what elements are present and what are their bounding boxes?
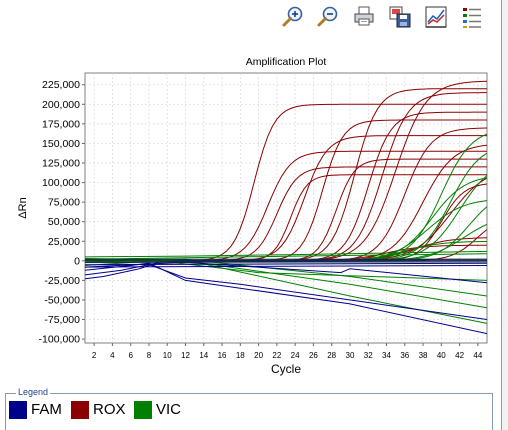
x-tick-label: 26 xyxy=(309,351,318,360)
legend-swatch-fam xyxy=(9,401,27,419)
print-button[interactable] xyxy=(351,4,377,30)
y-tick-label: 100,000 xyxy=(42,177,80,189)
series-line-fam-35 xyxy=(85,265,487,268)
series-line-fam-38 xyxy=(85,262,487,335)
series-group xyxy=(85,80,487,335)
legend-caption: Legend xyxy=(16,387,51,397)
legend-label-rox: ROX xyxy=(93,401,126,418)
y-tick-label: 75,000 xyxy=(48,197,80,209)
chart-title: Amplification Plot xyxy=(246,56,327,68)
y-tick-label: 225,000 xyxy=(42,79,80,91)
y-tick-label: 150,000 xyxy=(42,138,80,150)
y-tick-label: 50,000 xyxy=(48,216,80,228)
line-chart-icon xyxy=(425,6,447,28)
x-tick-label: 8 xyxy=(147,351,152,360)
y-tick-label: 200,000 xyxy=(42,99,80,111)
series-line-vic-26 xyxy=(85,250,487,258)
legend-swatch-rox xyxy=(71,401,89,419)
plot-toolbar xyxy=(276,4,496,30)
y-tick-label: -75,000 xyxy=(44,314,80,326)
x-tick-label: 32 xyxy=(364,351,373,360)
x-tick-label: 2 xyxy=(92,351,97,360)
amplification-chart: Amplification Plot -100,000 -75,000 -50,000… xyxy=(17,56,488,376)
x-tick-label: 34 xyxy=(382,351,391,360)
legend-list-icon xyxy=(463,8,481,28)
x-tick-label: 36 xyxy=(400,351,409,360)
y-tick-label: -50,000 xyxy=(44,294,80,306)
legend-label-fam: FAM xyxy=(31,401,62,418)
zoom-out-button[interactable] xyxy=(315,4,341,30)
x-tick-label: 4 xyxy=(110,351,115,360)
x-tick-label: 40 xyxy=(437,351,446,360)
x-tick-label: 10 xyxy=(163,351,172,360)
y-tick-label: 125,000 xyxy=(42,158,80,170)
x-tick-label: 42 xyxy=(455,351,464,360)
series-line-fam-39 xyxy=(85,261,487,284)
show-legend-button[interactable] xyxy=(459,4,485,30)
legend-label-vic: VIC xyxy=(156,401,182,418)
y-tick-label: 175,000 xyxy=(42,118,80,130)
x-axis-label: Cycle xyxy=(271,362,301,376)
x-tick-label: 14 xyxy=(199,351,208,360)
legend-swatch-vic xyxy=(134,401,152,419)
x-tick-label: 30 xyxy=(346,351,355,360)
x-tick-label: 6 xyxy=(128,351,133,360)
plot-area xyxy=(84,72,488,344)
y-tick-label: 25,000 xyxy=(48,236,80,248)
x-tick-label: 20 xyxy=(254,351,263,360)
y-tick-label: -25,000 xyxy=(44,275,80,287)
x-tick-label: 38 xyxy=(419,351,428,360)
x-tick-label: 12 xyxy=(181,351,190,360)
x-tick-label: 28 xyxy=(327,351,336,360)
x-tick-label: 44 xyxy=(473,351,482,360)
zoom-in-button[interactable] xyxy=(280,4,306,30)
plot-settings-button[interactable] xyxy=(423,4,449,30)
x-tick-label: 24 xyxy=(291,351,300,360)
save-image-icon xyxy=(389,6,411,28)
legend-panel: Legend FAM ROX VIC xyxy=(5,387,493,430)
y-axis-label: ΔRn xyxy=(17,197,29,218)
baseline-band xyxy=(85,258,487,264)
printer-icon xyxy=(354,6,374,26)
save-image-button[interactable] xyxy=(387,4,413,30)
zoom-in-icon xyxy=(282,6,303,27)
y-tick-label: -100,000 xyxy=(39,334,81,346)
window-edge xyxy=(501,0,508,430)
x-tick-label: 18 xyxy=(236,351,245,360)
x-tick-label: 16 xyxy=(218,351,227,360)
x-tick-label: 22 xyxy=(272,351,281,360)
zoom-out-icon xyxy=(317,6,338,27)
y-tick-label: 0 xyxy=(74,255,80,267)
